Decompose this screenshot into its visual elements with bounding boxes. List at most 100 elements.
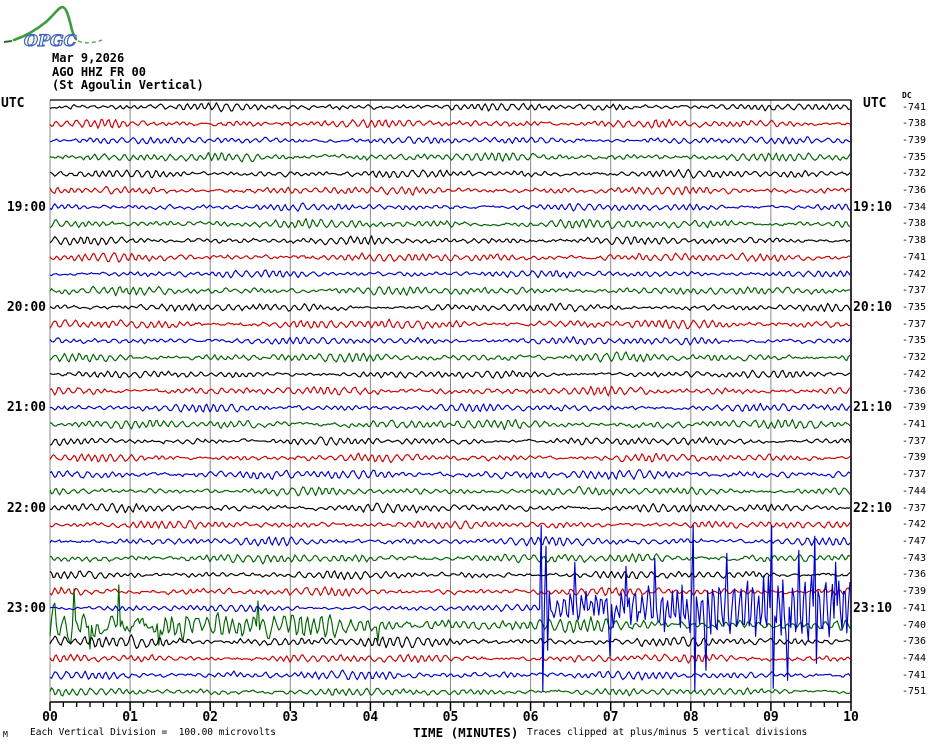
seismogram-trace-2130 bbox=[49, 452, 851, 464]
seismogram-trace-2110 bbox=[49, 418, 851, 431]
seismogram-trace-1920 bbox=[49, 235, 851, 246]
seismogram-trace-1900 bbox=[49, 202, 851, 212]
seismogram-trace-2040 bbox=[49, 369, 851, 379]
dc-value: -741 bbox=[902, 602, 927, 614]
dc-value: -741 bbox=[902, 251, 927, 263]
dc-value: -737 bbox=[902, 285, 927, 297]
dc-value: -739 bbox=[902, 586, 927, 598]
dc-value: -739 bbox=[902, 134, 927, 146]
seismogram-trace-2120 bbox=[49, 436, 851, 447]
seismogram-trace-1950 bbox=[49, 285, 851, 297]
dc-value: -738 bbox=[902, 218, 927, 230]
dc-value: -741 bbox=[902, 669, 927, 681]
dc-value: -742 bbox=[902, 268, 927, 280]
dc-value: -732 bbox=[902, 352, 927, 364]
dc-value: -741 bbox=[902, 418, 927, 430]
header-station: AGO HHZ FR 00 bbox=[52, 64, 146, 79]
seismogram-trace-1820 bbox=[49, 136, 851, 145]
dc-value: -734 bbox=[902, 201, 927, 213]
dc-value: -738 bbox=[902, 235, 927, 247]
dc-value: -744 bbox=[902, 652, 927, 664]
dc-value: -747 bbox=[902, 535, 927, 547]
header-block: Mar 9,2026 AGO HHZ FR 00 (St Agoulin Ver… bbox=[52, 51, 204, 93]
x-tick-label: 07 bbox=[602, 710, 619, 725]
x-axis-title: TIME (MINUTES) bbox=[413, 725, 519, 740]
dc-value: -737 bbox=[902, 469, 927, 481]
dc-value: -735 bbox=[902, 335, 927, 347]
dc-value: -735 bbox=[902, 302, 927, 314]
hour-label-left: 23:00 bbox=[6, 600, 46, 616]
seismogram-trace-2330 bbox=[49, 653, 851, 664]
dc-value: -741 bbox=[902, 101, 927, 113]
dc-value: -739 bbox=[902, 402, 927, 414]
seismogram-trace-2010 bbox=[49, 318, 851, 330]
seismogram-trace-2020 bbox=[49, 336, 851, 346]
seismogram-trace-1910 bbox=[49, 217, 851, 230]
seismogram-trace-1830 bbox=[49, 151, 851, 163]
logo-dash-right bbox=[77, 39, 103, 44]
dc-value: -736 bbox=[902, 569, 927, 581]
hour-label-left: 22:00 bbox=[6, 500, 46, 516]
opgc-logo: OPGC bbox=[3, 5, 103, 51]
dc-value: -737 bbox=[902, 435, 927, 447]
dc-value: -743 bbox=[902, 552, 927, 564]
seismogram-trace-2210 bbox=[49, 520, 851, 530]
seismogram-trace-2030 bbox=[49, 351, 851, 363]
x-tick-label: 01 bbox=[122, 710, 138, 725]
x-tick-label: 02 bbox=[202, 710, 219, 725]
seismogram-trace-2340 bbox=[49, 669, 851, 681]
header-channel-description: (St Agoulin Vertical) bbox=[52, 78, 204, 92]
dc-value: -736 bbox=[902, 185, 927, 197]
seismogram-trace-2140 bbox=[49, 469, 851, 480]
seismogram-trace-2230 bbox=[49, 553, 851, 565]
seismogram-trace-1940 bbox=[49, 269, 851, 279]
dc-value: -737 bbox=[902, 318, 927, 330]
dc-value: -738 bbox=[902, 118, 927, 130]
seismogram-trace-1810 bbox=[49, 118, 851, 129]
seismogram-trace-2300 bbox=[49, 524, 851, 692]
seismogram-trace-2200 bbox=[49, 502, 851, 514]
utc-label-right: UTC bbox=[863, 96, 887, 111]
x-tick-label: 04 bbox=[362, 710, 379, 725]
footer-corner-mark: M bbox=[3, 730, 8, 739]
seismogram-trace-2100 bbox=[50, 402, 851, 413]
seismogram-trace-2310 bbox=[49, 584, 851, 650]
x-tick-label: 03 bbox=[282, 710, 299, 725]
x-tick-label: 06 bbox=[522, 710, 539, 725]
hour-label-right: 22:10 bbox=[853, 500, 893, 516]
footer-scale-note: Each Vertical Division = 100.00 microvol… bbox=[30, 727, 276, 738]
seismogram-trace-2050 bbox=[49, 385, 851, 397]
hour-label-right: 20:10 bbox=[853, 300, 893, 316]
utc-label-left: UTC bbox=[1, 96, 25, 111]
seismogram-trace-2000 bbox=[49, 302, 851, 313]
x-tick-label: 10 bbox=[843, 710, 859, 725]
dc-value: -737 bbox=[902, 502, 927, 514]
dc-value: -751 bbox=[902, 686, 927, 698]
seismogram-trace-2250 bbox=[49, 586, 851, 597]
seismogram-trace-1840 bbox=[49, 168, 851, 179]
seismogram-trace-1800 bbox=[49, 102, 851, 113]
x-tick-label: 09 bbox=[763, 710, 779, 725]
hour-label-right: 23:10 bbox=[853, 600, 893, 616]
logo-text: OPGC bbox=[24, 31, 77, 50]
seismogram-trace-1930 bbox=[49, 252, 851, 263]
logo-dash-left bbox=[3, 40, 13, 43]
dc-value: -735 bbox=[902, 151, 927, 163]
dc-header: DC bbox=[902, 91, 912, 100]
seismogram-trace-1850 bbox=[49, 185, 851, 196]
hour-label-left: 19:00 bbox=[6, 199, 46, 215]
hour-label-right: 21:10 bbox=[853, 400, 893, 416]
dc-value: -736 bbox=[902, 636, 927, 648]
x-tick-label: 08 bbox=[682, 710, 699, 725]
hour-label-right: 19:10 bbox=[853, 199, 893, 215]
x-tick-label: 00 bbox=[42, 710, 58, 725]
logo-curve bbox=[12, 5, 78, 42]
seismogram-trace-2320 bbox=[49, 634, 851, 649]
dc-value: -739 bbox=[902, 452, 927, 464]
seismogram-trace-2150 bbox=[49, 485, 851, 497]
dc-value: -742 bbox=[902, 519, 927, 531]
dc-value: -732 bbox=[902, 168, 927, 180]
x-tick-label: 05 bbox=[442, 710, 459, 725]
